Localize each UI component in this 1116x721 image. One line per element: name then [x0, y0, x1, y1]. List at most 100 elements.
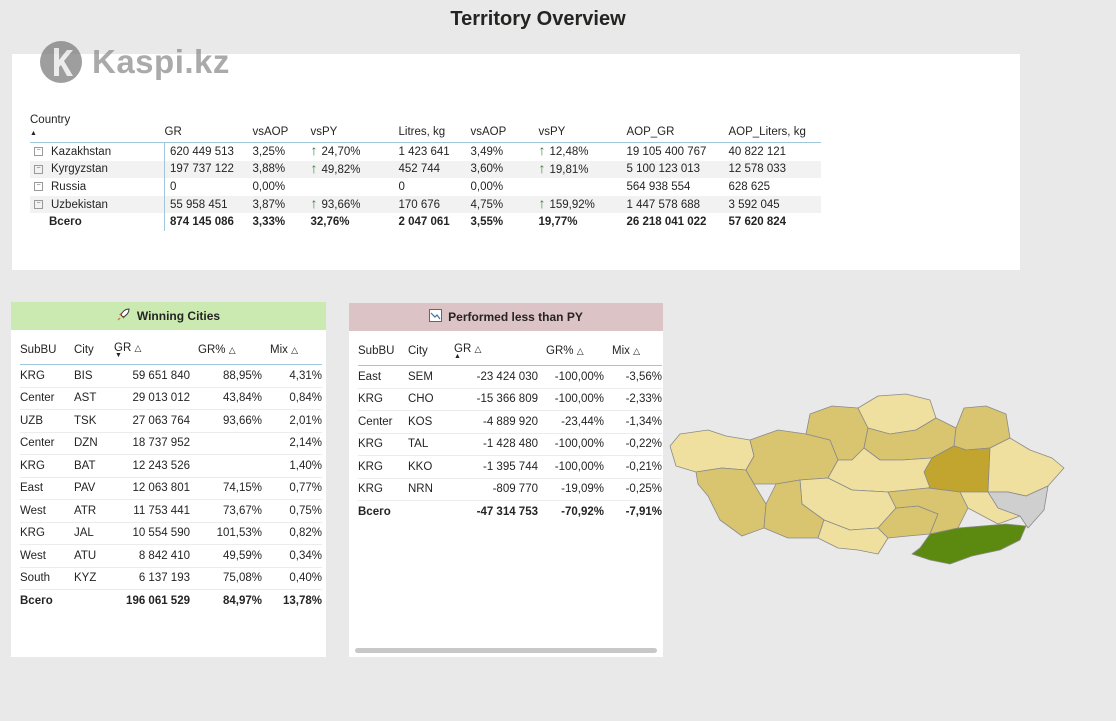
table-row[interactable]: − Kazakhstan 620 449 513 3,25% ↑ 24,70% 1 …: [30, 142, 821, 161]
column-header-vsaop[interactable]: vsAOP: [252, 114, 311, 143]
column-header-vspy[interactable]: vsPY: [310, 114, 399, 143]
cell-subbu: KRG: [20, 364, 74, 388]
country-overview-table[interactable]: Country ▲ GR vsAOP vsPY Litres, kg vsAOP …: [30, 114, 821, 231]
column-header-mix[interactable]: Mix △: [604, 337, 662, 366]
table-row[interactable]: KRG BIS 59 651 840 88,95% 4,31%: [20, 364, 322, 388]
column-header-aop-liters[interactable]: AOP_Liters, kg: [728, 114, 821, 143]
kaspi-logo-icon: [40, 41, 82, 83]
cell-mix: 0,84%: [262, 387, 322, 410]
total-cell: Всего: [20, 589, 74, 612]
table-row[interactable]: KRG JAL 10 554 590 101,53% 0,82%: [20, 522, 322, 545]
cell-subbu: KRG: [20, 522, 74, 545]
cell-subbu: East: [358, 365, 408, 389]
cell-city: KOS: [408, 410, 454, 434]
cell-gr: 8 842 410: [114, 544, 190, 568]
total-cell: Всего: [358, 500, 408, 523]
cell-gr-pct: 74,15%: [190, 477, 262, 500]
map-region-kyrgyzstan[interactable]: [911, 523, 1027, 565]
cell-gr: 11 753 441: [114, 499, 190, 523]
table-row[interactable]: South KYZ 6 137 193 75,08% 0,40%: [20, 567, 322, 590]
arrow-up-icon: ↑: [538, 195, 546, 212]
column-header-subbu[interactable]: SubBU: [20, 336, 74, 365]
table-row[interactable]: Center DZN 18 737 952 2,14%: [20, 432, 322, 455]
table-row[interactable]: West ATU 8 842 410 49,59% 0,34%: [20, 544, 322, 568]
warning-triangle-icon: △: [291, 345, 299, 355]
table-row[interactable]: KRG BAT 12 243 526 1,40%: [20, 454, 322, 478]
column-header-city[interactable]: City: [408, 337, 454, 366]
cell-gr: 10 554 590: [114, 522, 190, 545]
table-row[interactable]: − Kyrgyzstan 197 737 122 3,88% ↑ 49,82% 45…: [30, 160, 821, 179]
cell-subbu: Center: [358, 410, 408, 434]
expand-icon[interactable]: −: [34, 200, 43, 210]
column-header-vspy-litres[interactable]: vsPY: [538, 114, 627, 143]
table-row[interactable]: West ATR 11 753 441 73,67% 0,75%: [20, 499, 322, 523]
cell-gr: -15 366 809: [454, 388, 538, 411]
expand-icon[interactable]: −: [34, 164, 43, 174]
cell-gr-pct: 88,95%: [190, 364, 262, 388]
map-region-west-north[interactable]: [669, 429, 755, 473]
table-row[interactable]: Center AST 29 013 012 43,84% 0,84%: [20, 387, 322, 410]
cell-mix: 1,40%: [262, 454, 322, 478]
cell-subbu: Center: [20, 432, 74, 455]
total-cell: -47 314 753: [454, 500, 538, 523]
table-row[interactable]: KRG KKO -1 395 744 -100,00% -0,21%: [358, 455, 662, 479]
page-title: Territory Overview: [450, 8, 626, 30]
table-row[interactable]: Center KOS -4 889 920 -23,44% -1,34%: [358, 410, 662, 434]
column-header-gr-pct[interactable]: GR% △: [538, 337, 604, 366]
column-header-city[interactable]: City: [74, 336, 114, 365]
cell-gr: 29 013 012: [114, 387, 190, 410]
column-header-subbu[interactable]: SubBU: [358, 337, 408, 366]
column-header-gr-pct[interactable]: GR% △: [190, 336, 262, 365]
table-total-row: Всего 874 145 086 3,33% 32,76% 2 047 061…: [30, 213, 821, 231]
column-header-vsaop-litres[interactable]: vsAOP: [470, 114, 539, 143]
expand-icon[interactable]: −: [34, 182, 43, 192]
cell-city: TSK: [74, 409, 114, 433]
column-header-country[interactable]: Country ▲: [30, 114, 165, 143]
cell-mix: 4,31%: [262, 364, 322, 388]
map-region-east[interactable]: [987, 437, 1065, 497]
map-region-no-data[interactable]: [987, 485, 1049, 529]
column-header-litres[interactable]: Litres, kg: [398, 114, 471, 143]
column-header-gr[interactable]: GR: [164, 114, 253, 143]
column-header-gr[interactable]: GR △ ▲: [454, 337, 538, 366]
cell-city: DZN: [74, 432, 114, 455]
table-row[interactable]: UZB TSK 27 063 764 93,66% 2,01%: [20, 409, 322, 433]
table-row[interactable]: − Russia 0 0,00% 0 0,00% 564 938 554 628 …: [30, 178, 821, 196]
winning-cities-panel: Winning Cities SubBU City GR △ ▼ GR% △ Mi…: [11, 302, 326, 657]
table-row[interactable]: East PAV 12 063 801 74,15% 0,77%: [20, 477, 322, 500]
warning-triangle-icon: △: [134, 343, 142, 353]
winning-cities-table[interactable]: SubBU City GR △ ▼ GR% △ Mix △ KRG BIS 59 65…: [20, 336, 322, 612]
cell-gr-pct: 43,84%: [190, 387, 262, 410]
column-header-gr[interactable]: GR △ ▼: [114, 336, 190, 365]
cell-subbu: West: [20, 499, 74, 523]
sort-asc-icon: ▲: [454, 353, 461, 360]
total-cell: [408, 500, 454, 523]
cell-subbu: KRG: [358, 455, 408, 479]
table-row[interactable]: KRG NRN -809 770 -19,09% -0,25%: [358, 478, 662, 501]
table-row[interactable]: KRG CHO -15 366 809 -100,00% -2,33%: [358, 388, 662, 411]
cell-mix: -3,56%: [604, 365, 662, 389]
cell-gr-pct: -100,00%: [538, 365, 604, 389]
table-row[interactable]: KRG TAL -1 428 480 -100,00% -0,22%: [358, 433, 662, 456]
column-header-mix[interactable]: Mix △: [262, 336, 322, 365]
table-row[interactable]: − Uzbekistan 55 958 451 3,87% ↑ 93,66% 170…: [30, 195, 821, 214]
cell-mix: 2,14%: [262, 432, 322, 455]
warning-triangle-icon: △: [633, 346, 641, 356]
horizontal-scrollbar[interactable]: [355, 648, 657, 653]
column-header-aop-gr[interactable]: AOP_GR: [626, 114, 729, 143]
table-row[interactable]: East SEM -23 424 030 -100,00% -3,56%: [358, 365, 662, 389]
arrow-up-icon: ↑: [310, 142, 318, 159]
cell-subbu: East: [20, 477, 74, 500]
expand-icon[interactable]: −: [34, 147, 43, 157]
cell-city: TAL: [408, 433, 454, 456]
cell-gr-pct: 75,08%: [190, 567, 262, 590]
overview-panel: Country ▲ GR vsAOP vsPY Litres, kg vsAOP …: [12, 54, 1020, 270]
cell-mix: -1,34%: [604, 410, 662, 434]
map-region-kyzylorda[interactable]: [763, 479, 825, 539]
region-map[interactable]: [668, 388, 1100, 568]
cell-subbu: KRG: [358, 388, 408, 411]
cell-city: NRN: [408, 478, 454, 501]
kaspi-logo: Kaspi.kz: [36, 40, 230, 84]
table-total-row: Всего 196 061 529 84,97% 13,78%: [20, 589, 322, 612]
performed-less-table[interactable]: SubBU City GR △ ▲ GR% △ Mix △ East SEM -23 …: [358, 337, 662, 523]
